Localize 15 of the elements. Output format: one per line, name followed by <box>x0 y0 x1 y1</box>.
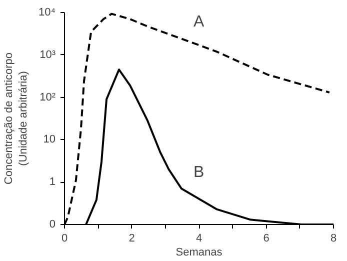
y-tick-label: 0 <box>49 218 56 230</box>
x-tick-label: 4 <box>196 232 202 244</box>
x-axis-title: Semanas <box>176 246 223 258</box>
series-label: B <box>194 164 204 182</box>
x-tick-label: 8 <box>330 232 337 244</box>
y-tick-label: 10 <box>43 134 56 146</box>
y-tick-label: 10⁴ <box>38 6 56 18</box>
x-tick-label: 0 <box>61 232 68 244</box>
x-tick-label: 6 <box>263 232 270 244</box>
series-label: A <box>194 13 205 30</box>
y-tick-label: 10² <box>40 91 56 104</box>
y-tick-label: 1 <box>49 176 56 188</box>
y-axis-title: Concentração de anticorpo (Unidade arbitrária) <box>3 52 30 185</box>
y-tick-label: 10³ <box>40 48 56 61</box>
x-tick-label: 2 <box>128 232 135 244</box>
